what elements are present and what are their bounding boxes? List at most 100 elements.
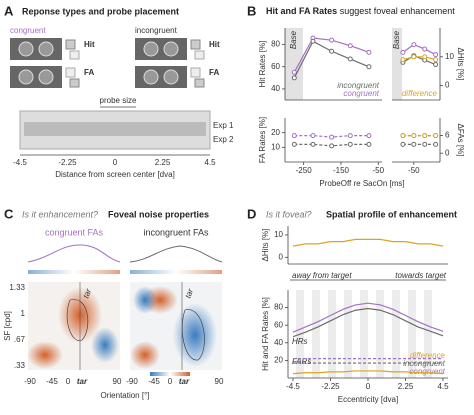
title-rest: suggest foveal enhancement	[340, 6, 456, 16]
point	[411, 141, 417, 147]
y-axis-label: ΔHits [%]	[261, 229, 270, 262]
legend-entry: incongruent	[337, 81, 380, 90]
axis-label: Orientation [°]	[101, 391, 150, 400]
point	[433, 133, 439, 139]
base-band	[285, 28, 303, 100]
y2-tick-label: 10	[445, 52, 454, 61]
x-axis-label: Eccentricity [dva]	[338, 395, 398, 404]
x-axis-label: ProbeOff re SacOn [ms]	[319, 179, 404, 188]
title-bold: Hit and FA Rates	[266, 6, 337, 16]
y-tick-label: 80	[274, 303, 283, 312]
tick-label: -90	[126, 377, 138, 386]
y2-axis-label: ΔHits [%]	[456, 48, 465, 81]
y-axis-label: Hit and FA Rates [%]	[261, 297, 270, 371]
y-axis-label: Hit Rates [%]	[258, 41, 267, 88]
y-tick-label: 20	[271, 128, 280, 137]
y2-tick-label: 6	[445, 131, 450, 140]
series-line	[292, 302, 444, 333]
panel-title: Reponse types and probe placement	[22, 6, 179, 16]
colorbar	[150, 372, 190, 376]
label: probe size	[100, 96, 137, 105]
point	[422, 46, 428, 52]
point	[291, 69, 297, 75]
tick-label: 90	[215, 377, 224, 386]
point	[347, 133, 353, 139]
point	[400, 49, 406, 55]
label: FARs	[292, 357, 311, 366]
point	[422, 54, 428, 60]
point	[347, 43, 353, 49]
heatmap	[130, 282, 222, 370]
point	[433, 62, 439, 68]
label: away from target	[292, 271, 352, 280]
x-tick-label: 4.5	[437, 382, 449, 391]
point	[400, 141, 406, 147]
tick-label: .33	[14, 361, 26, 370]
y-axis-label: FA Rates [%]	[258, 117, 267, 163]
point	[329, 143, 335, 149]
point	[422, 141, 428, 147]
x-tick-label: 2.25	[398, 382, 414, 391]
tick-label: -4.5	[13, 158, 27, 167]
label: incongruent FAs	[143, 227, 209, 237]
point	[291, 75, 297, 81]
y2-axis-label: ΔFAs [%]	[456, 124, 465, 157]
series-line	[292, 370, 444, 375]
tick-label: -45	[148, 377, 160, 386]
x-tick-label: -150	[333, 166, 350, 175]
y-tick-label: 20	[274, 356, 283, 365]
label: HRs	[292, 337, 308, 346]
legend-entry: difference	[402, 89, 438, 98]
legend-entry: congruent	[343, 89, 379, 98]
point	[433, 52, 439, 58]
tick-label: tar	[179, 377, 190, 386]
panel-c: C Is it enhancement? Foveal noise proper…	[3, 206, 224, 400]
tick-label: 1.33	[9, 283, 25, 292]
panel-title: Foveal noise properties	[108, 209, 209, 219]
base-band	[392, 28, 402, 100]
point	[347, 56, 353, 62]
point	[411, 133, 417, 139]
panel-letter: D	[247, 206, 256, 221]
point	[310, 141, 316, 147]
noise-strip	[24, 122, 206, 136]
label: tar	[183, 287, 195, 299]
panel-b: B Hit and FA Rates suggest foveal enhanc…	[247, 3, 455, 100]
label: Base	[392, 30, 401, 49]
axis-label: Distance from screen center [dva]	[55, 170, 175, 179]
panel-a: A Reponse types and probe placement cong…	[4, 3, 234, 179]
tick-label: tar	[77, 377, 88, 386]
axis-label: SF [cpd]	[3, 311, 12, 341]
point	[310, 133, 316, 139]
legend-entry: difference	[410, 351, 446, 360]
tick-label: 90	[113, 377, 122, 386]
tick-label: 2.25	[155, 158, 171, 167]
series-line	[292, 238, 444, 247]
series-line	[292, 307, 444, 338]
series-line	[402, 43, 436, 56]
point	[411, 54, 417, 60]
x-tick-label: 0	[366, 382, 371, 391]
y2-tick-label: 0	[445, 81, 450, 90]
point	[433, 141, 439, 147]
stimulus	[10, 38, 205, 88]
tick-label: 0	[168, 377, 173, 386]
label: Base	[289, 30, 298, 49]
point	[422, 133, 428, 139]
question: Is it enhancement?	[22, 209, 98, 219]
y-tick-label: 80	[271, 40, 280, 49]
tick-label: -45	[46, 377, 58, 386]
tuning-curve	[129, 245, 223, 263]
panel-letter: B	[247, 3, 256, 18]
y-tick-label: 10	[271, 142, 280, 151]
tick-label: .67	[14, 335, 26, 344]
label: Hit	[84, 40, 95, 49]
point	[433, 57, 439, 63]
label: Hit	[209, 40, 220, 49]
point	[291, 133, 297, 139]
series-line	[402, 55, 436, 66]
panel-letter: C	[4, 206, 14, 221]
question: Is it foveal?	[266, 209, 312, 219]
point	[366, 141, 372, 147]
